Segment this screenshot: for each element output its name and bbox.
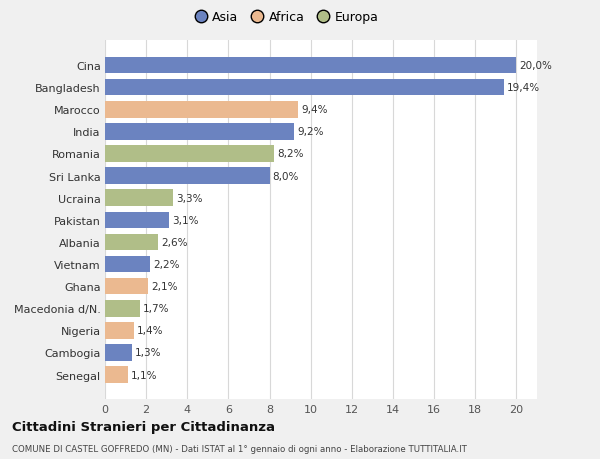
Bar bbox=[105, 234, 158, 251]
Text: 3,1%: 3,1% bbox=[172, 215, 199, 225]
Text: 1,7%: 1,7% bbox=[143, 303, 170, 313]
Bar bbox=[105, 102, 298, 118]
Text: 19,4%: 19,4% bbox=[507, 83, 540, 93]
Bar bbox=[105, 146, 274, 162]
Text: 8,2%: 8,2% bbox=[277, 149, 303, 159]
Bar bbox=[105, 366, 128, 383]
Legend: Asia, Africa, Europa: Asia, Africa, Europa bbox=[190, 6, 383, 29]
Text: 20,0%: 20,0% bbox=[520, 61, 553, 71]
Bar bbox=[105, 57, 517, 74]
Bar bbox=[105, 212, 169, 229]
Bar bbox=[105, 256, 150, 273]
Text: 9,4%: 9,4% bbox=[301, 105, 328, 115]
Bar bbox=[105, 80, 504, 96]
Bar bbox=[105, 168, 269, 185]
Text: 1,3%: 1,3% bbox=[135, 348, 161, 358]
Text: COMUNE DI CASTEL GOFFREDO (MN) - Dati ISTAT al 1° gennaio di ogni anno - Elabora: COMUNE DI CASTEL GOFFREDO (MN) - Dati IS… bbox=[12, 444, 467, 453]
Bar bbox=[105, 124, 294, 140]
Text: 8,0%: 8,0% bbox=[272, 171, 299, 181]
Text: 1,1%: 1,1% bbox=[131, 370, 157, 380]
Text: 3,3%: 3,3% bbox=[176, 193, 202, 203]
Text: 2,2%: 2,2% bbox=[154, 259, 180, 269]
Bar bbox=[105, 300, 140, 317]
Bar bbox=[105, 344, 132, 361]
Text: 2,1%: 2,1% bbox=[151, 281, 178, 291]
Bar bbox=[105, 322, 134, 339]
Text: 9,2%: 9,2% bbox=[298, 127, 324, 137]
Text: 1,4%: 1,4% bbox=[137, 326, 163, 336]
Text: Cittadini Stranieri per Cittadinanza: Cittadini Stranieri per Cittadinanza bbox=[12, 420, 275, 433]
Bar bbox=[105, 278, 148, 295]
Text: 2,6%: 2,6% bbox=[161, 237, 188, 247]
Bar bbox=[105, 190, 173, 207]
